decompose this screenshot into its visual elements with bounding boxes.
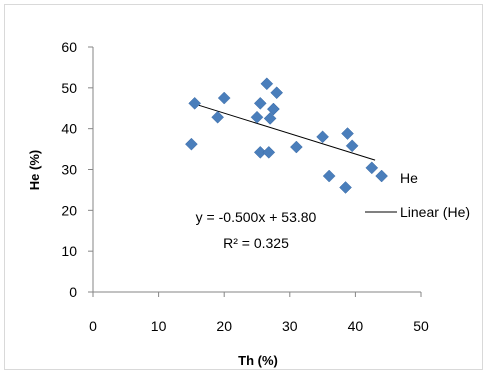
y-tick-label: 50 (61, 80, 77, 96)
data-point (217, 91, 231, 105)
data-point (322, 169, 336, 183)
trendline-r-squared: R² = 0.325 (223, 235, 289, 251)
y-axis-title: He (%) (27, 150, 42, 190)
data-point (341, 127, 354, 140)
data-point (188, 96, 202, 110)
y-tick-label: 40 (61, 121, 77, 137)
data-point (267, 102, 280, 116)
x-tick-label: 40 (348, 318, 364, 334)
data-point (253, 145, 267, 159)
y-tick-label: 10 (61, 243, 77, 259)
data-point (185, 137, 198, 151)
data-point (262, 145, 276, 159)
data-point (345, 139, 359, 153)
data-point (263, 112, 277, 125)
data-point (316, 130, 329, 144)
y-tick-label: 60 (61, 39, 77, 55)
trendline (191, 102, 376, 161)
y-tick-label: 20 (61, 202, 77, 218)
x-tick-label: 30 (282, 318, 298, 334)
data-point (250, 110, 264, 124)
x-tick-labels: 0 10 20 30 40 50 (89, 318, 429, 334)
data-point (211, 110, 224, 124)
data-point (260, 77, 274, 91)
y-tick-labels: 0 10 20 30 40 50 60 (61, 39, 77, 300)
x-tick-label: 50 (413, 318, 429, 334)
data-point (253, 96, 267, 110)
x-tick-label: 20 (216, 318, 232, 334)
legend: He Linear (He) (365, 170, 470, 220)
x-axis-title: Th (%) (238, 353, 278, 368)
data-point (339, 181, 352, 194)
y-tick-label: 30 (61, 162, 77, 178)
data-point (365, 161, 379, 175)
data-point (290, 140, 303, 154)
tick-marks (88, 46, 422, 297)
legend-label-he: He (400, 170, 418, 186)
data-points (185, 77, 388, 194)
legend-label-linear: Linear (He) (400, 204, 470, 220)
trendline-equation: y = -0.500x + 53.80 (196, 209, 317, 225)
y-tick-label: 0 (69, 284, 77, 300)
x-tick-label: 10 (151, 318, 167, 334)
chart-frame (4, 4, 483, 370)
data-point (270, 86, 284, 100)
x-tick-label: 0 (89, 318, 97, 334)
data-point (375, 169, 388, 183)
